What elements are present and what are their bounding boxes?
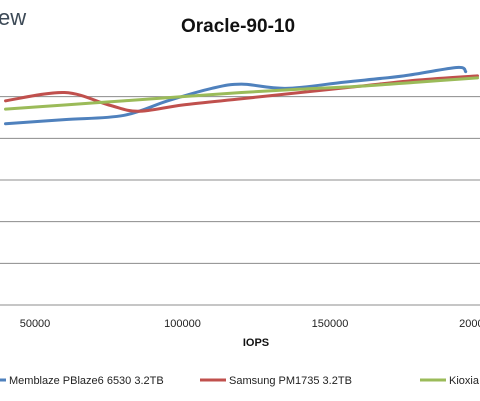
gridlines [0, 96, 480, 264]
x-tick-label: 150000 [312, 318, 349, 330]
legend: Memblaze PBlaze6 6530 3.2TB Samsung PM173… [0, 375, 480, 387]
x-tick-labels: 50000 100000 150000 200000 [20, 318, 480, 330]
series-lines [4, 65, 479, 126]
series-line-2 [4, 76, 479, 111]
x-tick-label: 50000 [20, 318, 51, 330]
x-axis-label: IOPS [243, 337, 269, 349]
legend-label-1: Samsung PM1735 3.2TB [229, 375, 352, 387]
chart-title: Oracle-90-10 [181, 16, 295, 37]
series-line-0 [4, 65, 468, 126]
x-tick-label: 100000 [164, 318, 201, 330]
legend-label-2: Kioxia CM6 3 [449, 375, 480, 387]
legend-label-0: Memblaze PBlaze6 6530 3.2TB [9, 375, 164, 387]
logo-text: ew [0, 5, 26, 30]
x-tick-label: 200000 [459, 318, 480, 330]
